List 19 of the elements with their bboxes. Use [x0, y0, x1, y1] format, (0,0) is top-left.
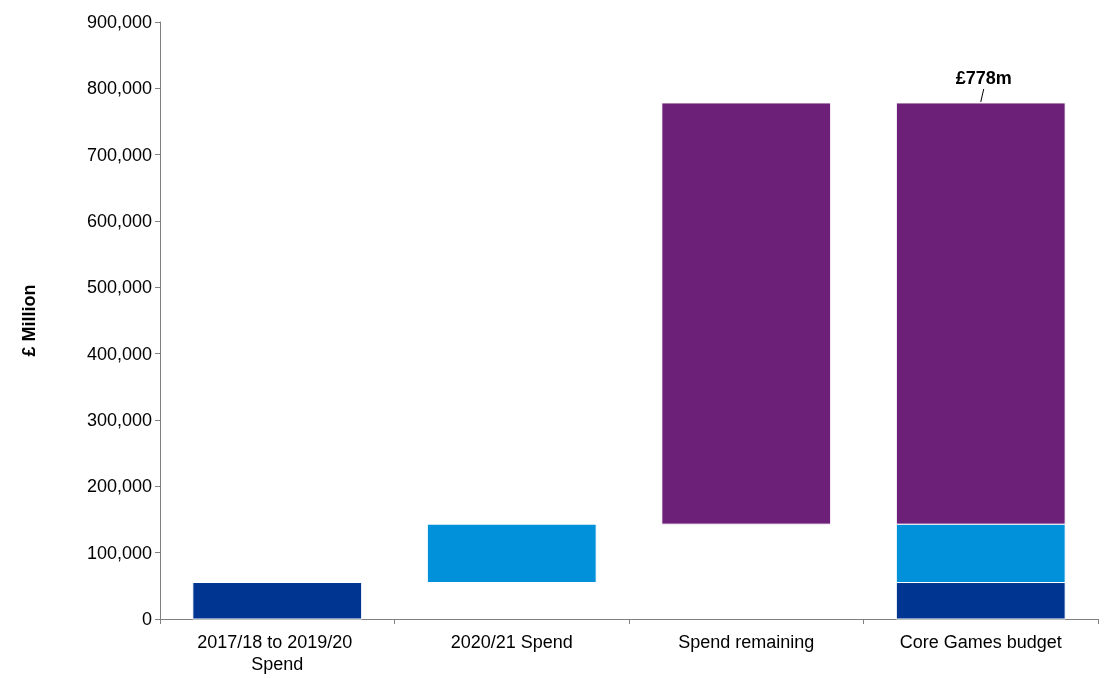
y-tick-label: 900,000 [86, 12, 152, 32]
y-tick-label: 700,000 [86, 144, 152, 165]
y-tick-label: 0 [141, 609, 152, 629]
y-tick-label: 100,000 [86, 542, 152, 563]
bar [192, 582, 363, 620]
y-tick-label: 300,000 [86, 410, 152, 430]
y-tick-label: 500,000 [86, 277, 152, 298]
y-tick-label: 200,000 [86, 476, 152, 497]
y-tick-label: 800,000 [86, 78, 152, 99]
y-tick-label: 400,000 [86, 343, 152, 364]
x-tick-label: Core Games budget [899, 632, 1062, 652]
x-tick-label: 2020/21 Spend [450, 632, 573, 652]
annotation: £778m [955, 67, 1012, 88]
x-tick-label: Spend remaining [678, 632, 815, 652]
x-tick-label: 2017/18 to 2019/20 Spend [197, 632, 358, 674]
bar [661, 102, 832, 525]
y-tick-label: 600,000 [86, 211, 152, 231]
bar [426, 523, 597, 584]
y-axis-title: £ Million [19, 284, 39, 357]
